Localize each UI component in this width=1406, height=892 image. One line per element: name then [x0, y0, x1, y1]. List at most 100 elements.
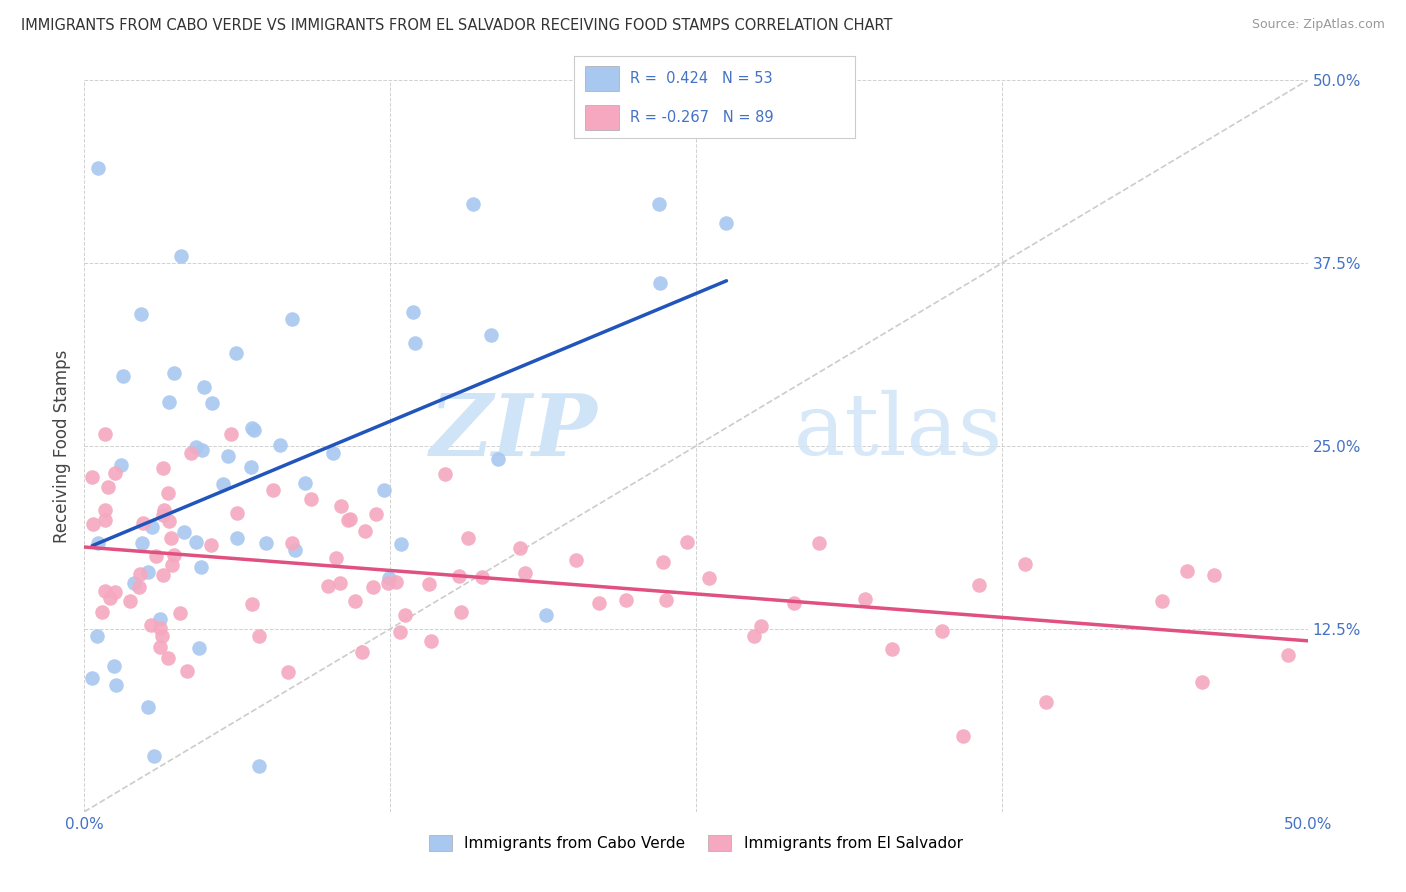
- Point: [931, 624, 953, 638]
- Point: [655, 592, 678, 607]
- Point: [157, 395, 180, 409]
- Point: [394, 608, 416, 623]
- Point: [697, 571, 720, 585]
- Point: [145, 549, 167, 563]
- Point: [350, 645, 373, 659]
- Point: [373, 483, 395, 497]
- Point: [240, 421, 263, 435]
- Point: [967, 577, 990, 591]
- Point: [97, 481, 120, 495]
- Point: [110, 458, 132, 472]
- Point: [1175, 564, 1198, 578]
- Point: [104, 584, 127, 599]
- Point: [247, 629, 270, 643]
- Point: [378, 571, 401, 585]
- Point: [744, 629, 766, 643]
- Point: [402, 304, 425, 318]
- Point: [254, 536, 277, 550]
- Point: [191, 442, 214, 457]
- Point: [225, 531, 247, 545]
- Point: [325, 551, 347, 566]
- Point: [173, 524, 195, 539]
- Point: [103, 659, 125, 673]
- Point: [614, 593, 637, 607]
- Point: [142, 749, 165, 764]
- Point: [434, 467, 457, 481]
- Point: [534, 607, 557, 622]
- Point: [163, 366, 186, 380]
- Point: [211, 477, 233, 491]
- Point: [190, 559, 212, 574]
- Point: [329, 500, 352, 514]
- Point: [366, 507, 388, 521]
- Point: [200, 538, 222, 552]
- Point: [184, 535, 207, 549]
- Point: [120, 593, 142, 607]
- Point: [418, 577, 440, 591]
- Point: [98, 591, 121, 605]
- Point: [87, 161, 110, 175]
- Point: [141, 520, 163, 534]
- Point: [457, 531, 479, 545]
- Point: [388, 625, 411, 640]
- Point: [1191, 675, 1213, 690]
- Point: [153, 503, 176, 517]
- Point: [281, 312, 304, 326]
- Point: [149, 640, 172, 654]
- Point: [1152, 594, 1174, 608]
- Point: [104, 466, 127, 480]
- Point: [515, 566, 537, 580]
- Text: atlas: atlas: [794, 390, 1002, 473]
- Point: [159, 531, 181, 545]
- Point: [149, 612, 172, 626]
- Point: [160, 558, 183, 572]
- Point: [339, 512, 361, 526]
- Point: [86, 536, 108, 550]
- Text: R =  0.424   N = 53: R = 0.424 N = 53: [630, 71, 772, 87]
- Point: [94, 427, 117, 442]
- Point: [82, 517, 104, 532]
- Point: [187, 640, 209, 655]
- Point: [471, 570, 494, 584]
- Point: [219, 427, 242, 442]
- Point: [277, 665, 299, 680]
- Point: [808, 536, 831, 550]
- Point: [316, 578, 339, 592]
- Point: [284, 543, 307, 558]
- Point: [853, 592, 876, 607]
- Text: Source: ZipAtlas.com: Source: ZipAtlas.com: [1251, 18, 1385, 31]
- Point: [136, 565, 159, 579]
- Point: [952, 729, 974, 743]
- Point: [129, 567, 152, 582]
- Point: [1202, 567, 1225, 582]
- Point: [157, 514, 180, 528]
- Point: [122, 575, 145, 590]
- Point: [156, 486, 179, 500]
- Point: [184, 440, 207, 454]
- Text: ZIP: ZIP: [430, 390, 598, 473]
- Point: [479, 327, 502, 342]
- Point: [588, 596, 610, 610]
- Point: [163, 548, 186, 562]
- Point: [404, 336, 426, 351]
- Point: [450, 605, 472, 619]
- Point: [461, 197, 484, 211]
- Point: [294, 475, 316, 490]
- Point: [361, 580, 384, 594]
- Point: [354, 524, 377, 538]
- Point: [419, 633, 441, 648]
- Point: [152, 567, 174, 582]
- Point: [329, 576, 352, 591]
- Point: [148, 622, 170, 636]
- Point: [150, 629, 173, 643]
- Point: [201, 396, 224, 410]
- Point: [337, 513, 360, 527]
- Point: [281, 536, 304, 550]
- Point: [93, 513, 115, 527]
- Point: [449, 568, 471, 582]
- Bar: [585, 66, 619, 91]
- Point: [880, 642, 903, 657]
- Point: [94, 583, 117, 598]
- Point: [90, 605, 112, 619]
- Point: [648, 197, 671, 211]
